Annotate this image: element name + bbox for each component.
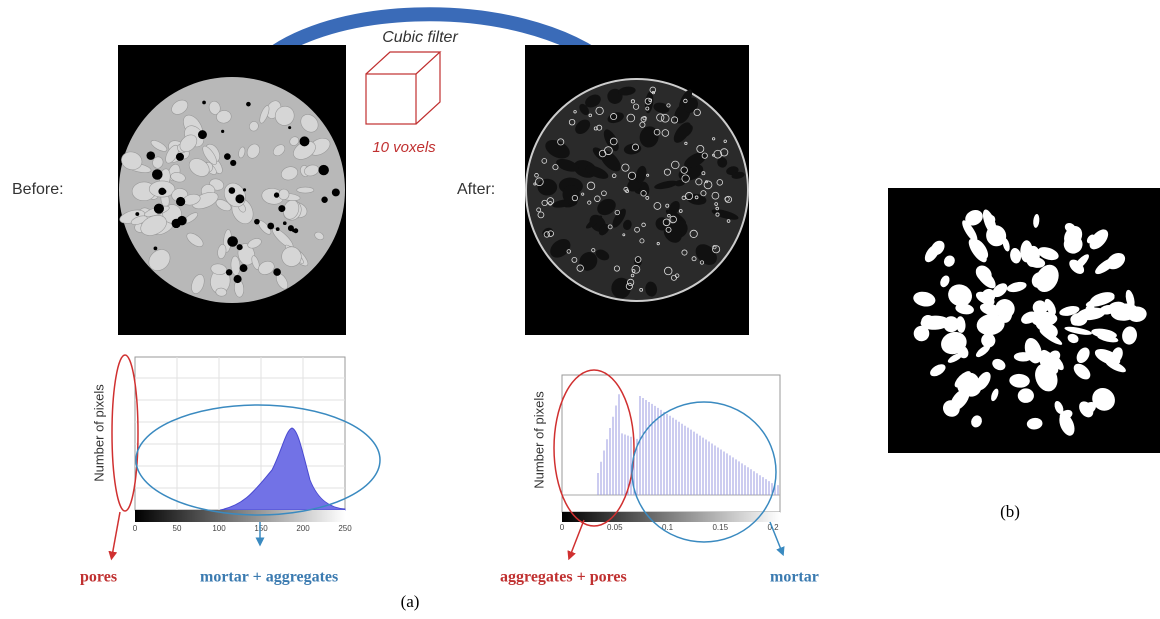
pore xyxy=(267,223,274,230)
left-colorbar xyxy=(135,510,345,522)
pore xyxy=(300,136,310,146)
pore xyxy=(202,101,206,105)
pore xyxy=(292,229,295,232)
right-y-label: Number of pixels xyxy=(531,391,546,489)
x-tick-label: 0.15 xyxy=(712,523,728,532)
pore xyxy=(235,194,244,203)
pore xyxy=(234,275,242,283)
pore xyxy=(318,165,328,175)
pore xyxy=(172,219,181,228)
pore xyxy=(237,244,243,250)
x-tick-label: 0 xyxy=(560,523,565,532)
x-tick-label: 0 xyxy=(133,524,138,533)
after-label: After: xyxy=(457,181,495,198)
pore xyxy=(158,188,165,195)
pore xyxy=(243,188,246,191)
caption-a: (a) xyxy=(401,592,420,611)
pore xyxy=(152,169,163,180)
x-tick-label: 200 xyxy=(296,524,310,533)
pore xyxy=(135,212,139,216)
pore xyxy=(224,153,231,160)
right-red-arrow xyxy=(570,520,584,556)
pore xyxy=(146,151,155,160)
pore xyxy=(221,130,224,133)
pore xyxy=(154,246,158,250)
mortar-label: mortar xyxy=(770,569,819,586)
right-colorbar xyxy=(562,512,780,522)
x-tick-label: 100 xyxy=(212,524,226,533)
pore xyxy=(288,126,291,129)
pore xyxy=(227,236,238,247)
pore xyxy=(226,269,232,275)
mortar-aggregates-label: mortar + aggregates xyxy=(200,569,338,586)
pore xyxy=(176,153,184,161)
before-label: Before: xyxy=(12,181,64,198)
pore xyxy=(276,227,280,231)
pore xyxy=(154,204,164,214)
pore xyxy=(321,197,327,203)
x-tick-label: 150 xyxy=(254,524,268,533)
pore xyxy=(278,205,285,212)
pore xyxy=(283,221,287,225)
pore xyxy=(254,219,260,225)
left-y-label: Number of pixels xyxy=(91,384,106,482)
arrow-label: Cubic filter xyxy=(382,29,458,46)
right-hist-frame xyxy=(562,375,780,512)
pores-label: pores xyxy=(80,569,117,586)
left-red-ellipse xyxy=(112,355,138,511)
x-tick-label: 50 xyxy=(173,524,182,533)
cube xyxy=(366,52,440,124)
aggregate xyxy=(297,187,314,193)
x-tick-label: 0.05 xyxy=(607,523,623,532)
pore xyxy=(176,197,185,206)
pore xyxy=(274,192,279,197)
figure: Cubic filter 10 voxels Before: After: 0 5… xyxy=(0,0,1160,614)
x-tick-label: 250 xyxy=(338,524,352,533)
pore xyxy=(229,187,236,194)
pore xyxy=(240,264,248,272)
pore xyxy=(273,268,281,276)
pore xyxy=(246,102,251,107)
pore xyxy=(230,160,236,166)
left-red-arrow xyxy=(112,512,120,556)
pore xyxy=(332,188,340,196)
caption-b: (b) xyxy=(1000,502,1020,521)
aggregates-pores-label: aggregates + pores xyxy=(500,569,627,586)
cube-label: 10 voxels xyxy=(372,139,436,156)
pore xyxy=(198,130,207,139)
